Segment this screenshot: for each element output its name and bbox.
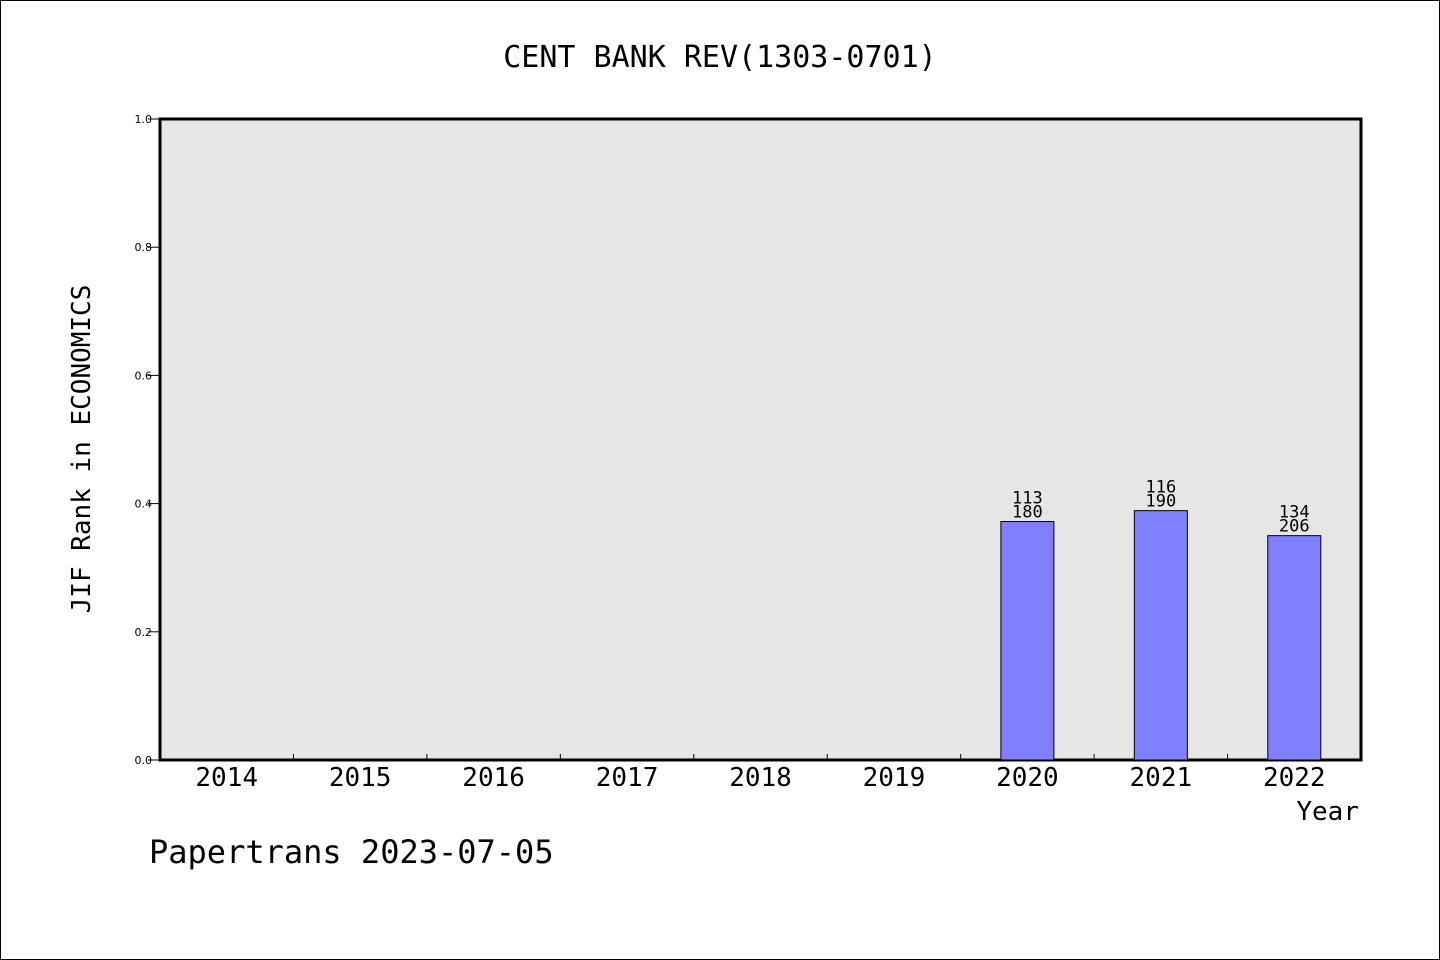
bar-total-label: 180: [1012, 503, 1043, 523]
x-tick-label: 2016: [462, 763, 525, 793]
bar: [1133, 510, 1188, 761]
bar-rank-label: 116: [1145, 478, 1176, 498]
x-tick-label: 2014: [195, 763, 258, 793]
y-tick-label: 0.4: [135, 498, 153, 511]
y-axis: 0.0 0.2 0.4 0.6 0.8 1.0: [135, 113, 160, 767]
bar: [1000, 521, 1055, 761]
bar-rank-label: 134: [1279, 503, 1310, 523]
x-tick-label: 2022: [1263, 763, 1326, 793]
x-tick-label: 2015: [329, 763, 392, 793]
bar: [1267, 535, 1322, 761]
x-axis: 2014 2015 2016 2017 2018 2019 2020 2021 2022: [195, 754, 1326, 793]
bar-total-label: 190: [1145, 492, 1176, 512]
footer-text: Papertrans 2023-07-05: [149, 833, 554, 871]
x-axis-label: Year: [1296, 797, 1359, 827]
x-tick-label: 2019: [863, 763, 926, 793]
chart-title: CENT BANK REV(1303-0701): [503, 40, 936, 75]
y-axis-label: JIF Rank in ECONOMICS: [67, 285, 97, 614]
x-tick-label: 2021: [1130, 763, 1193, 793]
x-tick-label: 2018: [729, 763, 792, 793]
y-tick-label: 0.6: [135, 369, 153, 382]
x-tick-label: 2020: [996, 763, 1059, 793]
y-tick-label: 0.8: [135, 241, 153, 254]
bar-rank-label: 113: [1012, 489, 1043, 509]
bar-total-label: 206: [1279, 517, 1310, 537]
y-tick-label: 1.0: [135, 113, 153, 126]
y-tick-label: 0.2: [135, 626, 153, 639]
y-tick-label: 0.0: [135, 754, 153, 767]
x-tick-label: 2017: [596, 763, 659, 793]
